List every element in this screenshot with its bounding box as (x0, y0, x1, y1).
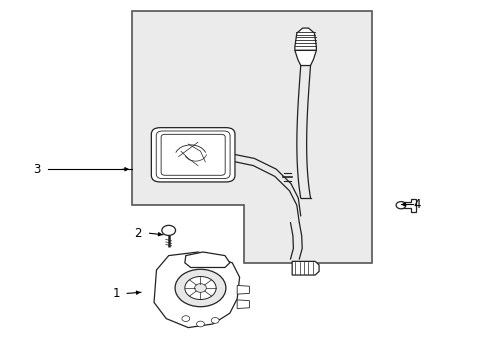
Polygon shape (184, 252, 229, 267)
Circle shape (175, 269, 225, 307)
Text: 2: 2 (134, 227, 142, 240)
Circle shape (211, 318, 219, 323)
Text: 1: 1 (112, 287, 120, 300)
Text: 3: 3 (33, 163, 40, 176)
Circle shape (184, 276, 216, 300)
Circle shape (162, 225, 175, 235)
Circle shape (196, 321, 204, 327)
Polygon shape (400, 199, 415, 212)
Text: 4: 4 (412, 198, 420, 211)
Circle shape (194, 284, 206, 292)
Polygon shape (237, 285, 249, 294)
Polygon shape (132, 11, 371, 263)
Polygon shape (294, 50, 316, 66)
FancyBboxPatch shape (151, 128, 235, 182)
Polygon shape (294, 28, 316, 50)
Polygon shape (237, 300, 249, 309)
Circle shape (395, 202, 405, 209)
Circle shape (182, 316, 189, 321)
Polygon shape (292, 261, 318, 275)
Polygon shape (154, 252, 239, 328)
